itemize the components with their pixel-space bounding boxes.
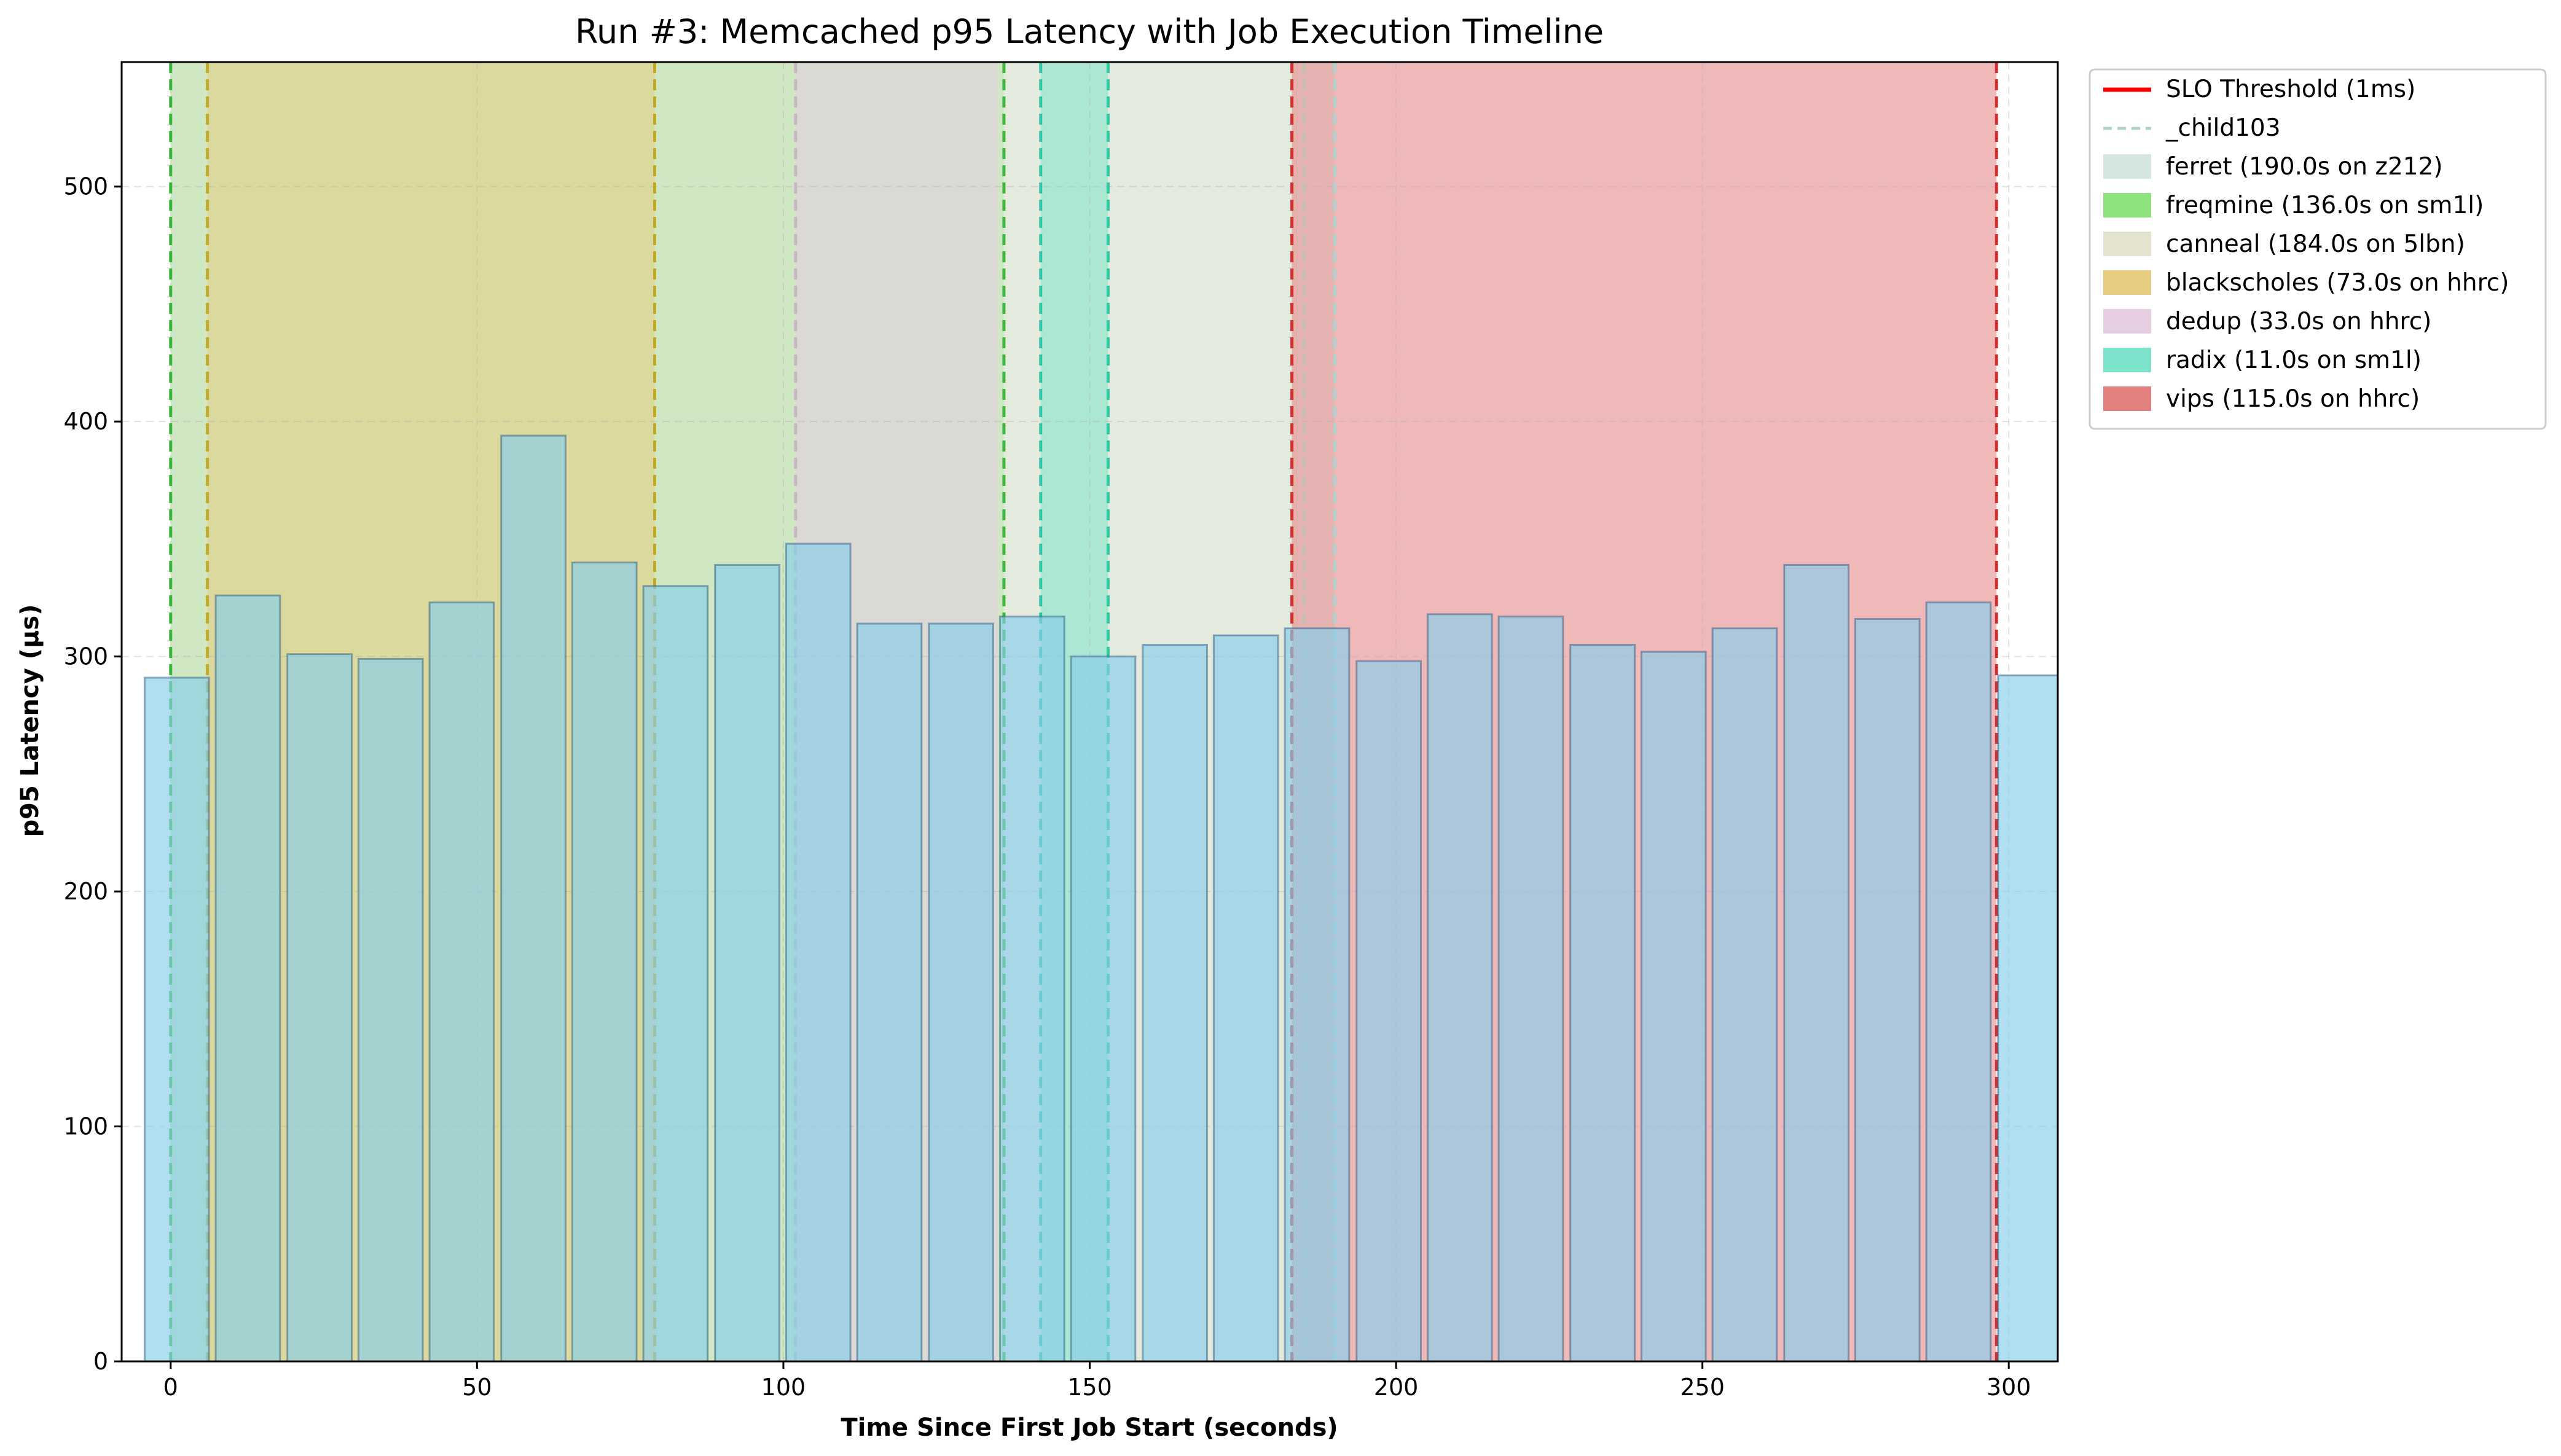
latency-bar: [428, 601, 495, 1363]
latency-bar: [1355, 660, 1422, 1363]
legend-label-canneal: canneal (184.0s on 5lbn): [2166, 230, 2465, 258]
legend-swatch-ferret: [2103, 154, 2151, 179]
y-tick-label: 300: [63, 643, 108, 670]
y-tick-label: 500: [63, 173, 108, 200]
latency-bar: [714, 563, 780, 1363]
legend-swatch-blackscholes: [2103, 270, 2151, 295]
latency-bar: [785, 542, 852, 1363]
job-boundary-lines: [169, 62, 1998, 1361]
latency-bar: [143, 676, 210, 1363]
x-axis-ticks: 0 50 100 150 200 250 300: [163, 1361, 2031, 1401]
latency-bar: [928, 622, 994, 1363]
x-axis-label: Time Since First Job Start (seconds): [841, 1414, 1338, 1442]
legend-label-_child103: _child103: [2165, 114, 2281, 142]
y-tick-label: 200: [63, 878, 108, 905]
legend-swatch-canneal: [2103, 232, 2151, 256]
legend-swatch-freqmine: [2103, 193, 2151, 217]
x-tick-label: 150: [1067, 1374, 1112, 1401]
latency-bar: [571, 562, 638, 1363]
latency-bar: [1997, 674, 2059, 1363]
legend-swatch-vips: [2103, 386, 2151, 411]
latency-bar: [1142, 643, 1208, 1363]
legend-box: [2088, 68, 2547, 430]
y-axis-ticks: 0 100 200 300 400 500: [63, 173, 122, 1375]
latency-bar: [214, 594, 281, 1363]
legend-label-vips: vips (115.0s on hhrc): [2166, 385, 2420, 413]
latency-bars: [143, 434, 2059, 1363]
latency-bar: [1854, 617, 1921, 1363]
legend-label-radix: radix (11.0s on sm1l): [2166, 346, 2422, 374]
y-tick-label: 100: [63, 1113, 108, 1140]
legend-swatch-radix: [2103, 348, 2151, 372]
latency-bar: [1284, 627, 1351, 1363]
x-tick-label: 100: [761, 1374, 806, 1401]
latency-bar: [856, 622, 923, 1363]
legend-label-dedup: dedup (33.0s on hhrc): [2166, 308, 2431, 335]
x-tick-label: 200: [1374, 1374, 1419, 1401]
latency-bar: [286, 653, 353, 1363]
latency-bar: [1212, 634, 1279, 1363]
latency-bar: [500, 434, 567, 1363]
latency-bar: [357, 657, 424, 1363]
latency-bar: [1569, 643, 1636, 1363]
latency-bar: [1783, 563, 1849, 1363]
latency-bar: [1426, 613, 1493, 1363]
y-tick-label: 400: [63, 408, 108, 435]
x-tick-label: 50: [462, 1374, 492, 1401]
legend-label-freqmine: freqmine (136.0s on sm1l): [2166, 192, 2484, 219]
x-tick-label: 250: [1680, 1374, 1725, 1401]
chart-title: Run #3: Memcached p95 Latency with Job E…: [575, 12, 1604, 51]
latency-bar: [1925, 601, 1992, 1363]
latency-bar: [1070, 656, 1137, 1363]
latency-bar: [1711, 627, 1778, 1363]
latency-bar: [1497, 616, 1564, 1363]
legend-label-slo: SLO Threshold (1ms): [2166, 76, 2415, 103]
latency-bar: [998, 616, 1065, 1363]
legend-label-blackscholes: blackscholes (73.0s on hhrc): [2166, 269, 2509, 297]
y-axis-label: p95 Latency (µs): [16, 605, 44, 837]
legend-label-ferret: ferret (190.0s on z212): [2166, 153, 2443, 181]
x-tick-label: 0: [163, 1374, 178, 1401]
y-tick-label: 0: [93, 1348, 108, 1375]
x-tick-label: 300: [1986, 1374, 2031, 1401]
legend-swatch-dedup: [2103, 309, 2151, 334]
latency-bar: [642, 585, 709, 1363]
latency-bar: [1640, 651, 1707, 1363]
